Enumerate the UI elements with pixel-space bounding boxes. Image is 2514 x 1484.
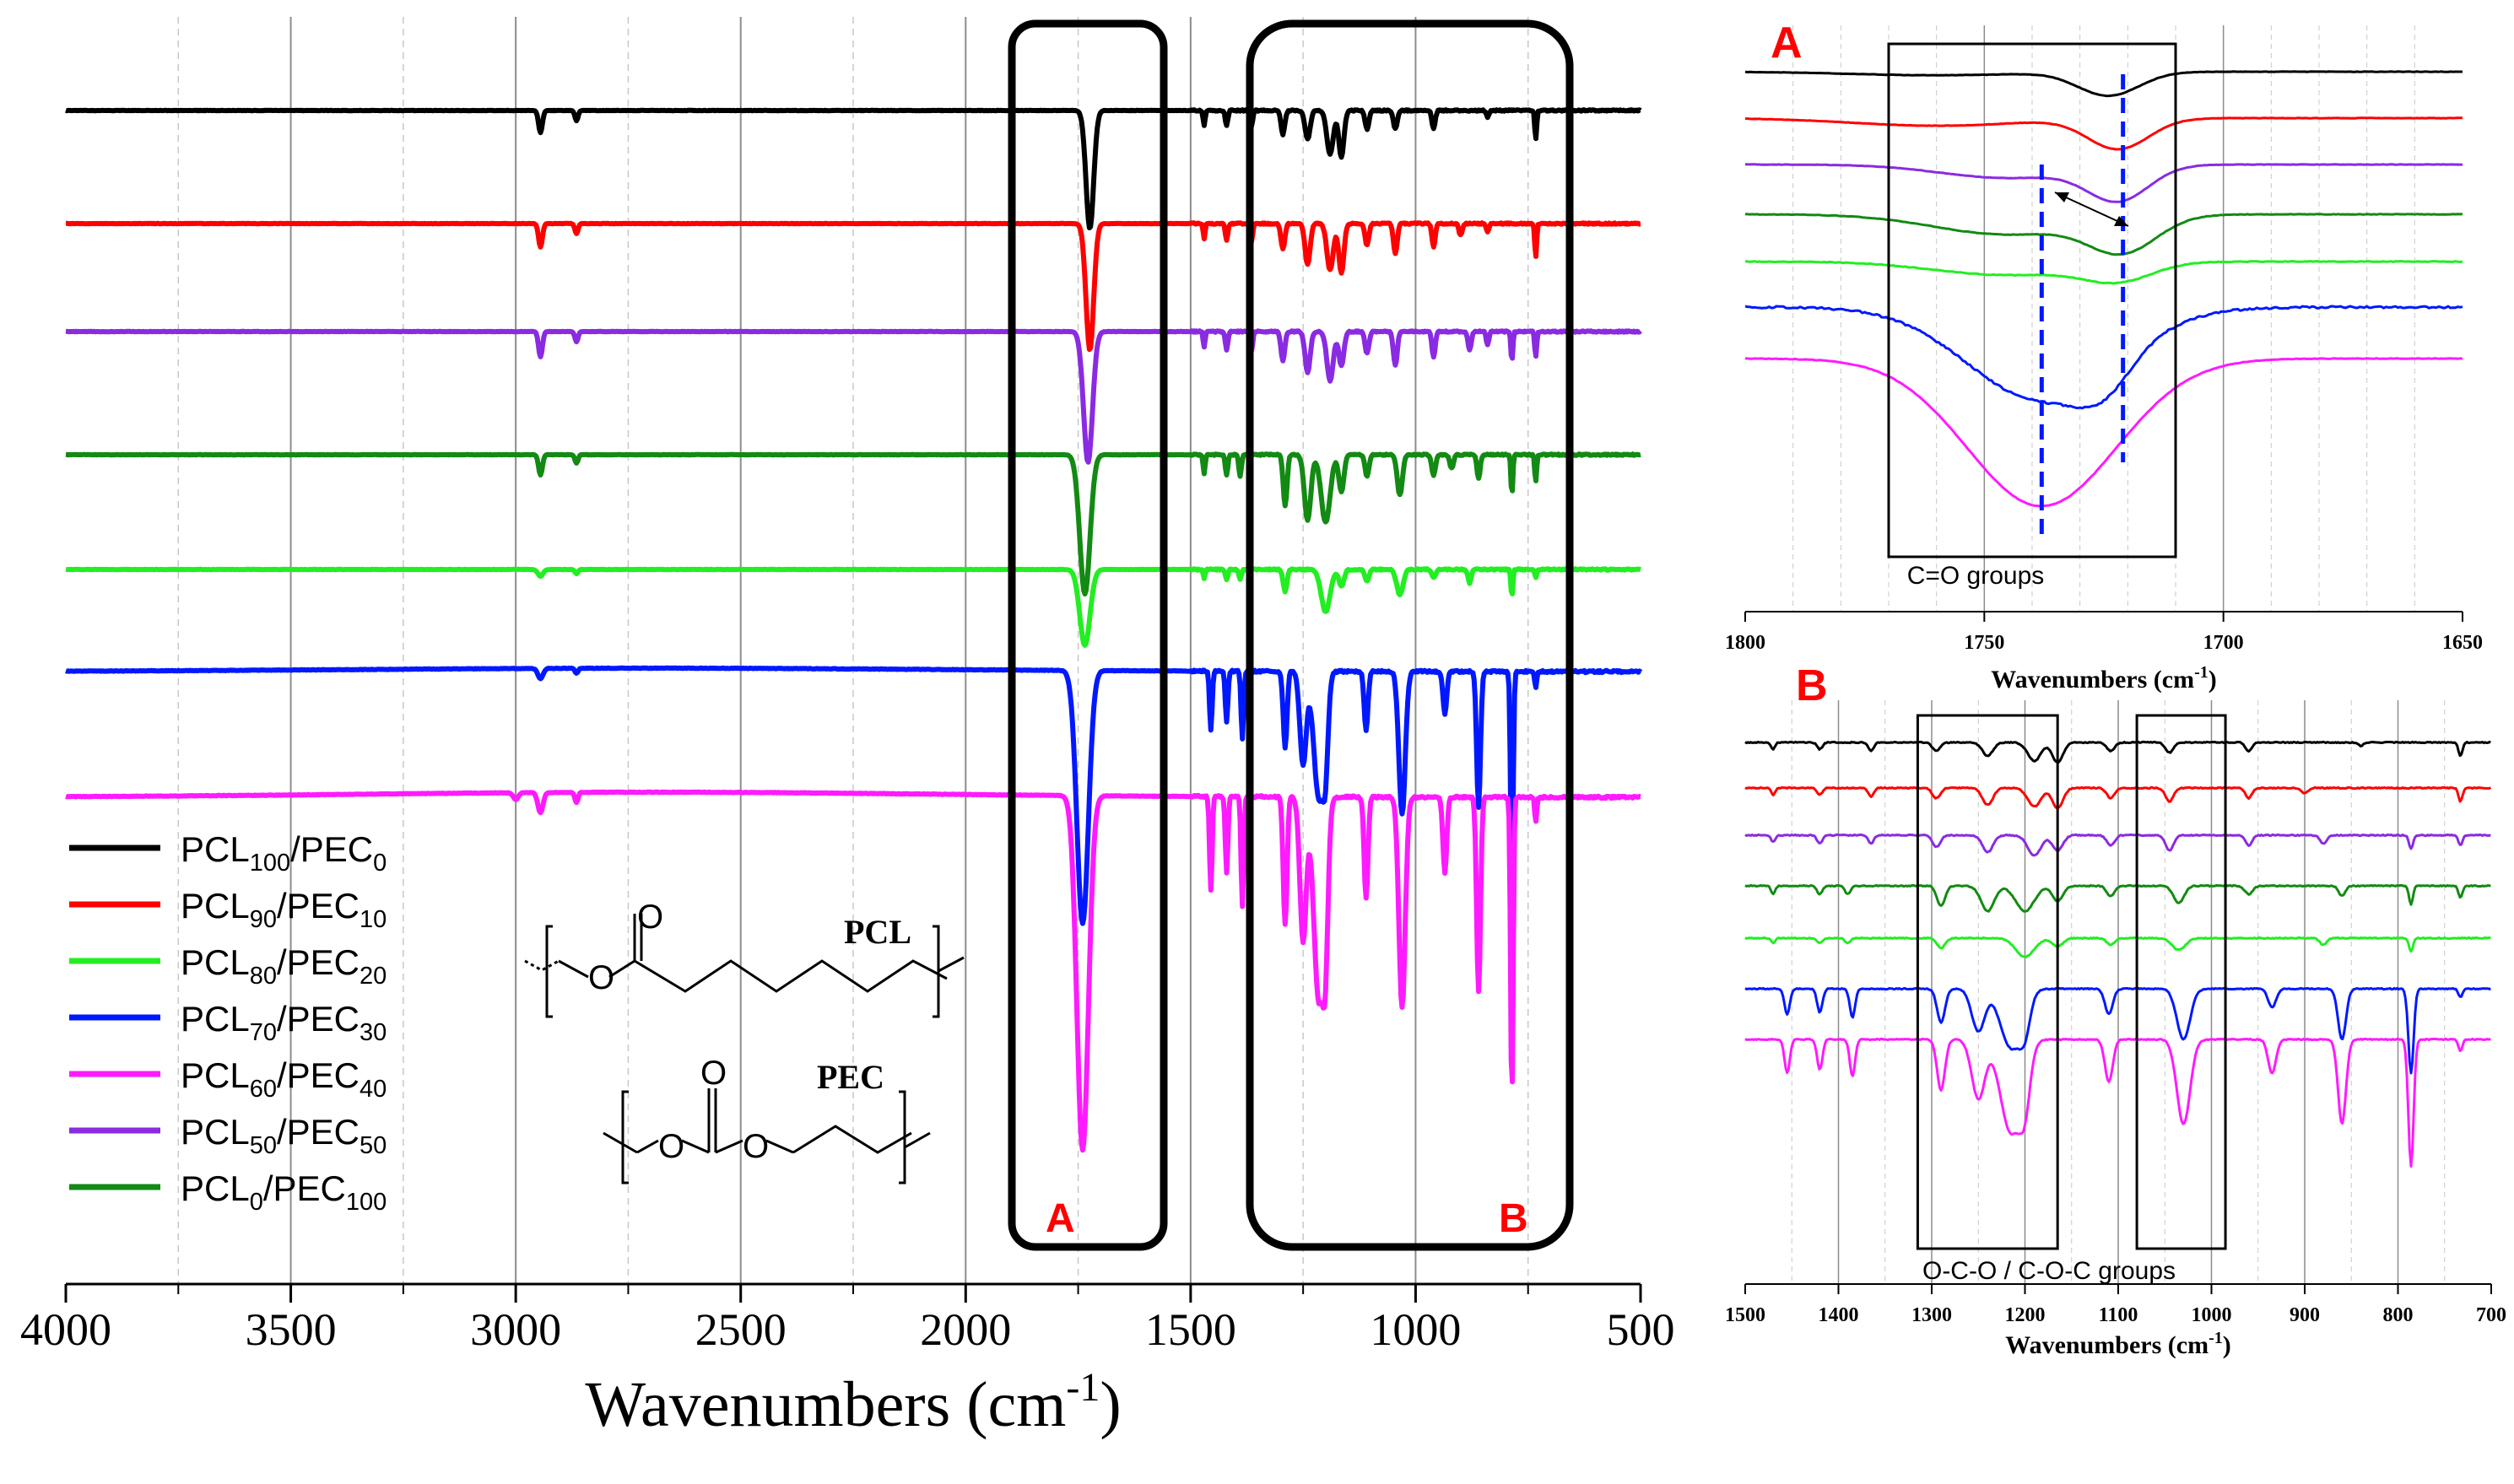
main-series-group	[64, 107, 1643, 1153]
inset-b-series-line-pcl70	[1744, 986, 2492, 1075]
inset-a-arrowhead-right	[2114, 216, 2128, 226]
pec-label: PEC	[817, 1058, 884, 1096]
region-label-a: A	[1046, 1196, 1075, 1241]
pec-ester-oxygen-1: O	[658, 1128, 684, 1165]
main-ftir-chart: 4000 3500 3000 2500 2000 1500 1000 500 Wavenumb…	[20, 17, 1675, 1440]
main-series-line-pcl50	[64, 328, 1642, 465]
main-x-tick-label: 4000	[20, 1304, 111, 1355]
main-x-tick-label: 3000	[470, 1304, 561, 1355]
inset-a-dashed-markers	[2039, 74, 2126, 540]
inset-a-series-line-pcl70	[1744, 305, 2463, 410]
inset-b-x-axis-title: Wavenumbers (cm-1)	[2005, 1329, 2230, 1359]
inset-b-region-boxes	[1916, 714, 2227, 1250]
inset-b-series-group	[1744, 740, 2492, 1168]
inset-b-x-tick-label: 700	[2476, 1304, 2506, 1326]
inset-b-box-label: O-C-O / C-O-C groups	[1922, 1257, 2176, 1285]
main-series-line-pcl0	[64, 451, 1642, 596]
inset-b-series-line-pcl0	[1744, 883, 2491, 913]
chemical-structures	[524, 914, 965, 1185]
legend-label-pcl80: PCL80/PEC20	[181, 942, 387, 990]
inset-a-series-line-pcl0	[1744, 213, 2463, 256]
inset-b-x-tick-label: 900	[2290, 1304, 2320, 1326]
main-series-line-pcl70	[64, 665, 1643, 926]
main-x-tick-label: 500	[1607, 1304, 1675, 1355]
legend-label-pcl0: PCL0/PEC100	[181, 1168, 387, 1216]
inset-a-series-line-pcl50	[1744, 163, 2463, 203]
inset-b-series-line-pcl50	[1744, 833, 2491, 857]
inset-b-x-ticks: 1500 1400 1300 1200 1100 1000 900 800 700	[1725, 1284, 2506, 1326]
inset-b-series-line-pcl80	[1744, 936, 2491, 958]
pec-carbonyl-oxygen: O	[700, 1055, 727, 1092]
inset-b-region-box	[2135, 714, 2227, 1250]
legend-label-pcl50: PCL50/PEC50	[181, 1112, 387, 1159]
inset-b-region-box	[1916, 714, 2059, 1250]
pcl-carbonyl-oxygen: O	[637, 898, 663, 936]
pec-structure	[603, 1088, 931, 1185]
inset-b-series-line-pcl100	[1744, 740, 2491, 764]
legend: PCL100/PEC0 PCL90/PEC10 PCL80/PEC20 PCL70/P…	[69, 829, 387, 1216]
inset-b-title: B	[1796, 661, 1828, 710]
inset-a-region-box	[1887, 42, 2177, 559]
inset-b-x-tick-label: 800	[2383, 1304, 2414, 1326]
main-x-tick-label: 3500	[246, 1304, 337, 1355]
pec-ester-oxygen-2: O	[743, 1128, 769, 1165]
main-series-line-pcl80	[64, 566, 1642, 648]
legend-label-pcl70: PCL70/PEC30	[181, 999, 387, 1046]
inset-a-series-line-pcl90	[1744, 116, 2463, 151]
main-x-tick-label: 1500	[1145, 1304, 1236, 1355]
inset-a-x-ticks: 1800 1750 1700 1650	[1725, 612, 2483, 654]
main-series-line-pcl100	[64, 107, 1642, 230]
legend-label-pcl60: PCL60/PEC40	[181, 1055, 387, 1103]
legend-label-pcl100: PCL100/PEC0	[181, 829, 387, 877]
inset-a-x-tick-label: 1750	[1964, 632, 2004, 654]
inset-a-x-tick-label: 1650	[2442, 632, 2483, 654]
main-series-line-pcl90	[64, 220, 1642, 353]
inset-a-series-group	[1744, 70, 2463, 508]
main-series-line-pcl60	[64, 789, 1642, 1153]
region-label-b: B	[1499, 1196, 1528, 1241]
inset-b-grid	[1791, 700, 2446, 1284]
inset-b-x-tick-label: 1100	[2099, 1304, 2138, 1326]
inset-a-box-label: C=O groups	[1907, 562, 2045, 590]
inset-a-series-line-pcl60	[1744, 357, 2463, 508]
inset-b-x-tick-label: 1300	[1911, 1304, 1952, 1326]
inset-b-chart: 1500 1400 1300 1200 1100 1000 900 800 700 O-C-O …	[1725, 661, 2506, 1359]
main-x-ticks: 4000 3500 3000 2500 2000 1500 1000 500	[20, 1284, 1675, 1355]
region-box-a	[1008, 19, 1168, 1251]
main-x-tick-label: 2000	[920, 1304, 1011, 1355]
inset-a-arrowhead-left	[2055, 192, 2069, 202]
region-box-b	[1246, 19, 1574, 1251]
inset-b-x-tick-label: 1000	[2192, 1304, 2232, 1326]
inset-b-series-line-pcl90	[1744, 785, 2492, 810]
inset-b-series-line-pcl60	[1744, 1037, 2491, 1168]
inset-b-x-tick-label: 1400	[1819, 1304, 1859, 1326]
pcl-structure	[524, 914, 965, 1018]
inset-a-series-line-pcl80	[1744, 260, 2463, 285]
inset-a-title: A	[1771, 19, 1803, 67]
pcl-ester-oxygen: O	[588, 959, 614, 996]
inset-b-x-tick-label: 1200	[2005, 1304, 2046, 1326]
inset-a-shift-arrow	[2054, 192, 2129, 227]
main-x-axis-title: Wavenumbers (cm-1)	[585, 1365, 1121, 1440]
inset-a-x-tick-label: 1700	[2203, 632, 2244, 654]
inset-a-chart: 1800 1750 1700 1650 C=O groups A Wavenumber…	[1725, 19, 2483, 693]
main-x-tick-label: 1000	[1370, 1304, 1461, 1355]
inset-a-series-line-pcl100	[1744, 70, 2463, 98]
inset-a-x-axis-title: Wavenumbers (cm-1)	[1991, 663, 2216, 693]
legend-label-pcl90: PCL90/PEC10	[181, 886, 387, 933]
main-x-tick-label: 2500	[695, 1304, 787, 1355]
inset-b-x-tick-label: 1500	[1725, 1304, 1765, 1326]
inset-a-x-tick-label: 1800	[1725, 632, 1765, 654]
pcl-label: PCL	[844, 913, 911, 951]
